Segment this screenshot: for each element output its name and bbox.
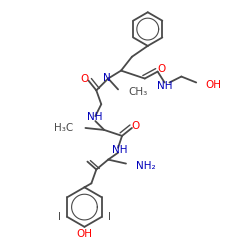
Text: H₃C: H₃C — [54, 123, 74, 133]
Text: NH: NH — [86, 112, 102, 122]
Text: CH₃: CH₃ — [128, 87, 147, 97]
Text: OH: OH — [205, 80, 221, 90]
Text: O: O — [132, 121, 140, 131]
Text: O: O — [80, 74, 88, 84]
Text: I: I — [108, 212, 111, 222]
Text: I: I — [58, 212, 61, 222]
Text: NH: NH — [157, 82, 172, 92]
Text: O: O — [158, 64, 166, 74]
Text: N: N — [103, 72, 111, 83]
Text: NH: NH — [112, 145, 128, 155]
Text: NH₂: NH₂ — [136, 160, 156, 170]
Text: OH: OH — [76, 229, 92, 239]
